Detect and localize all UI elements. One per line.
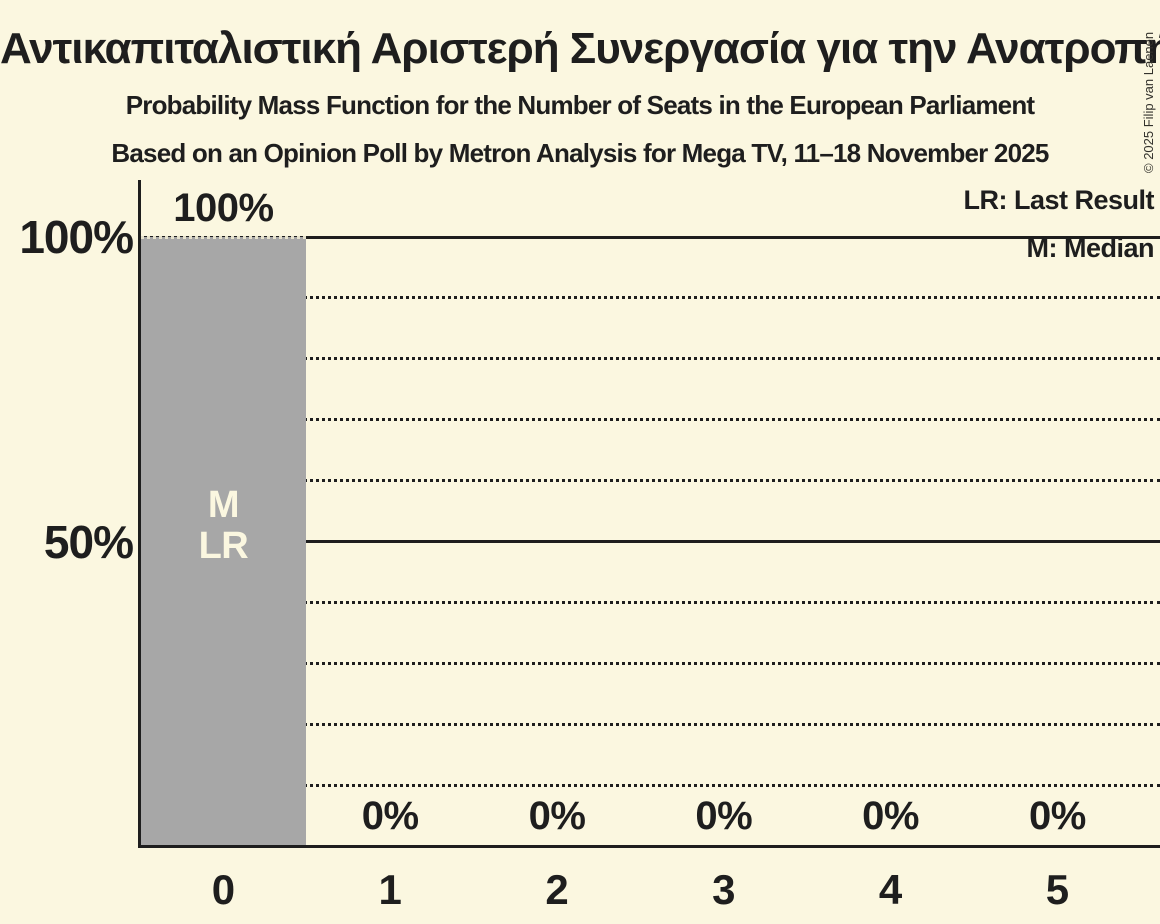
gridline-dotted-20 [141, 722, 1160, 726]
x-tick-label-0: 0 [211, 866, 236, 913]
chart-subtitle-poll-source: Based on an Opinion Poll by Metron Analy… [111, 138, 1049, 168]
bar-value-label-1: 0% [361, 794, 419, 838]
chart-subtitle-pmf: Probability Mass Function for the Number… [125, 90, 1035, 120]
gridline-dotted-10 [141, 783, 1160, 787]
bar-value-label-0: 100% [173, 186, 274, 230]
last-result-marker-line [141, 235, 306, 239]
legend-entry-median: M: Median [1026, 233, 1155, 263]
x-tick-label-2: 2 [545, 866, 569, 913]
legend: LR: Last Result M: Median [963, 176, 1154, 272]
y-tick-label-50: 50% [43, 515, 134, 568]
bar-value-label-2: 0% [528, 794, 586, 838]
bar-annotation-line: M [207, 484, 240, 526]
legend-entry-last-result: LR: Last Result [963, 185, 1154, 215]
bar-value-label-5: 0% [1028, 794, 1086, 838]
x-tick-label-4: 4 [878, 866, 903, 913]
x-tick-label-5: 5 [1045, 866, 1070, 913]
bar-annotation-line: LR [198, 525, 249, 567]
x-tick-label-3: 3 [712, 866, 736, 913]
x-axis-line [138, 845, 1160, 848]
gridline-solid-100 [141, 235, 1160, 239]
bar-seats-0 [141, 237, 306, 845]
gridline-dotted-70 [141, 418, 1160, 422]
bar-value-label-4: 0% [862, 794, 919, 838]
gridline-solid-50 [141, 540, 1160, 543]
y-axis-line [138, 180, 141, 848]
gridline-dotted-80 [141, 357, 1160, 361]
chart-title-text: Αντικαπιταλιστική Αριστερή Συνεργασία γι… [0, 24, 1160, 73]
gridline-dotted-90 [141, 296, 1160, 300]
gridline-dotted-40 [141, 600, 1160, 604]
gridline-dotted-60 [141, 479, 1160, 483]
chart-title: Αντικαπιταλιστική Αριστερή Συνεργασία γι… [0, 18, 1160, 80]
gridline-dotted-30 [141, 661, 1160, 665]
bar-value-label-3: 0% [695, 794, 753, 838]
y-tick-label-100: 100% [19, 211, 134, 263]
x-tick-label-1: 1 [378, 866, 402, 913]
copyright-notice: © 2025 Filip van Laenen [1141, 31, 1156, 173]
bar-annotation-median-lastresult: M LR [140, 485, 307, 567]
